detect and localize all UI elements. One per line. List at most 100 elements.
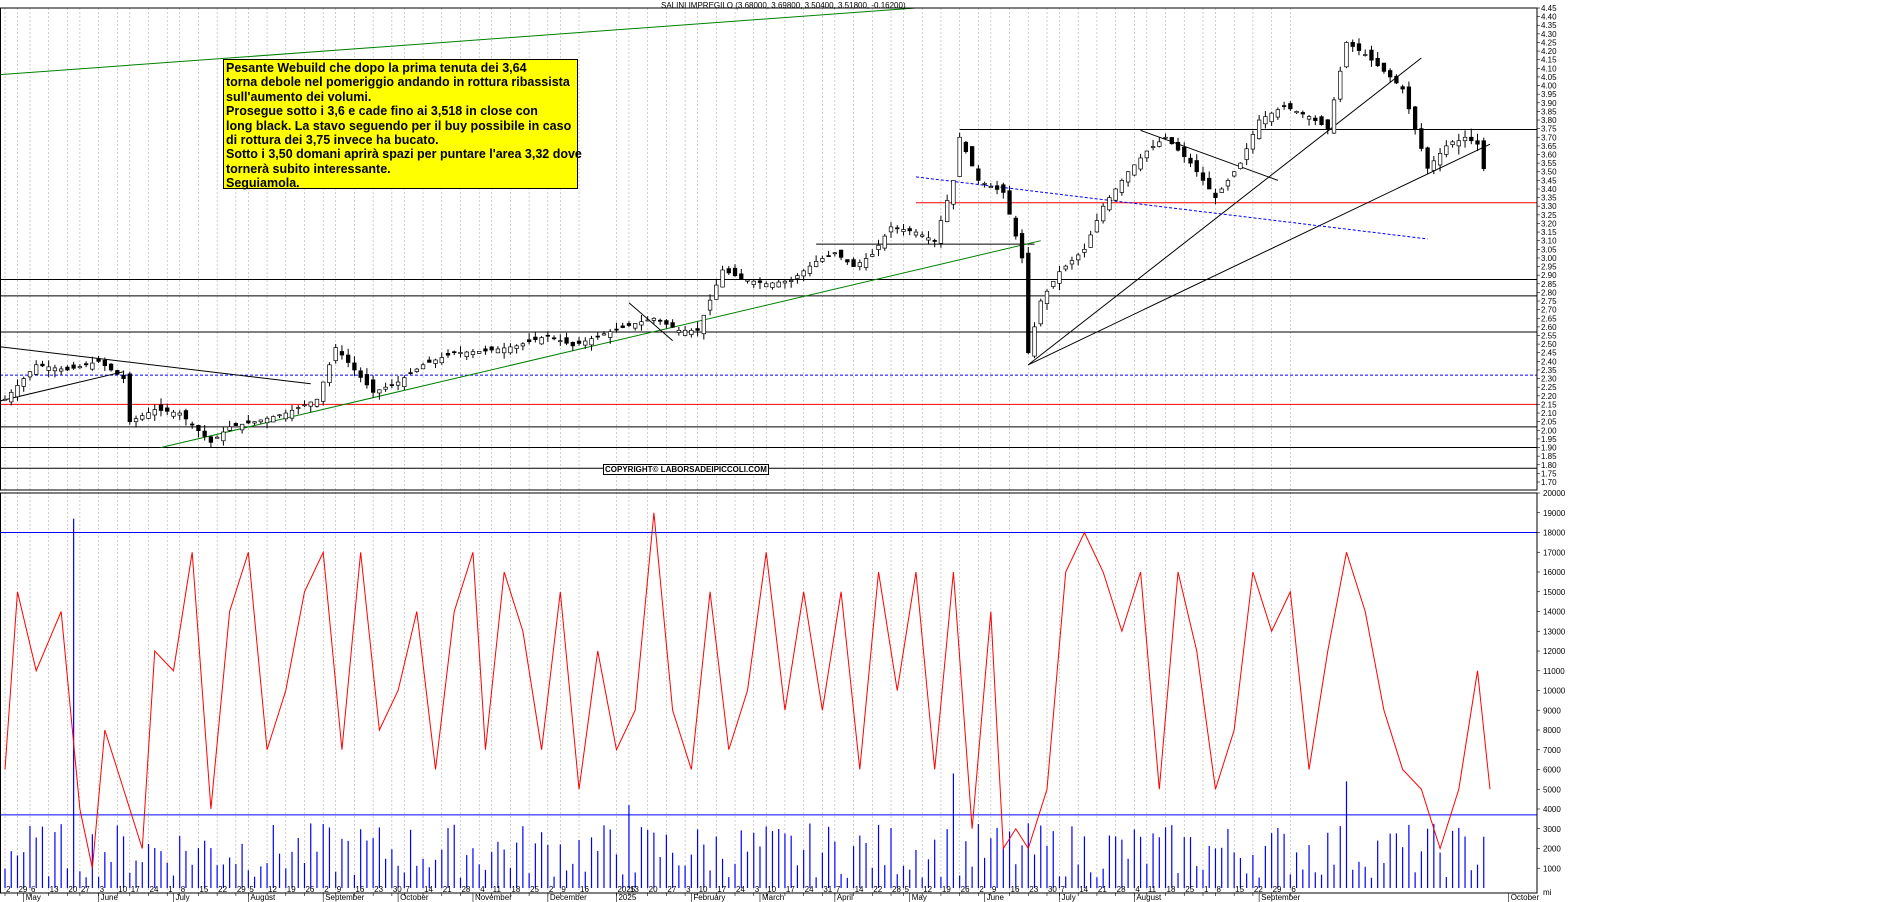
candle-body — [1325, 119, 1330, 130]
candle-body — [520, 343, 526, 347]
candle-body — [389, 384, 394, 386]
day-tick-label: 30 — [1048, 885, 1057, 894]
price-tick-label: 2.75 — [1541, 297, 1557, 306]
month-tick-label: August — [250, 893, 276, 902]
candle-body — [1350, 42, 1355, 47]
volume-tick-label: 18000 — [1543, 529, 1566, 538]
candle-body — [514, 345, 519, 349]
day-tick-label: 2025 — [617, 885, 635, 894]
candle-body — [296, 407, 301, 409]
price-tick-label: 4.25 — [1541, 38, 1557, 47]
candle-body — [951, 180, 956, 205]
month-tick-label: April — [837, 893, 853, 902]
day-tick-label: 11 — [493, 885, 502, 894]
candle-body — [1150, 146, 1156, 148]
candle-body — [1363, 54, 1368, 56]
note-line: Seguiamola. — [226, 176, 300, 191]
candle-body — [1313, 117, 1318, 121]
candle-body — [926, 237, 931, 241]
month-tick-label: July — [1061, 893, 1075, 902]
day-tick-label: 22 — [218, 885, 227, 894]
candle-body — [826, 255, 831, 257]
price-tick-label: 2.45 — [1541, 349, 1557, 358]
price-tick-label: 1.85 — [1541, 452, 1557, 461]
candle-body — [558, 340, 563, 343]
day-tick-label: 28 — [461, 885, 470, 894]
price-tick-label: 4.30 — [1541, 30, 1557, 39]
candle-body — [1019, 233, 1025, 259]
day-tick-label: 10 — [767, 885, 776, 894]
month-tick-label: September — [325, 893, 364, 902]
candle-body — [1026, 252, 1031, 354]
candle-body — [732, 267, 738, 277]
candle-body — [1101, 205, 1106, 222]
volume-tick-label: 1000 — [1543, 864, 1561, 873]
price-tick-label: 2.90 — [1541, 271, 1557, 280]
candle-body — [888, 226, 894, 233]
candle-body — [208, 436, 214, 443]
candle-body — [639, 321, 644, 326]
price-tick-label: 3.45 — [1541, 176, 1557, 185]
candle-body — [46, 366, 51, 371]
day-tick-label: 2 — [979, 885, 984, 894]
candle-body — [676, 329, 682, 333]
candle-body — [508, 346, 513, 354]
candle-body — [495, 348, 501, 354]
candle-body — [214, 436, 220, 439]
candle-body — [1051, 281, 1056, 287]
day-tick-label: 17 — [717, 885, 726, 894]
candle-body — [96, 358, 101, 362]
day-tick-label: 4 — [1135, 885, 1140, 894]
candle-body — [901, 229, 906, 232]
price-tick-label: 1.90 — [1541, 444, 1557, 453]
candle-body — [1069, 260, 1075, 265]
panel-frames — [0, 7, 1538, 894]
candle-body — [1001, 184, 1006, 193]
month-tick-label: May — [912, 893, 927, 902]
day-tick-label: 16 — [355, 885, 364, 894]
candle-body — [745, 279, 750, 282]
volume-panel-frame — [0, 492, 1538, 894]
candle-body — [34, 364, 39, 375]
price-tick-label: 3.10 — [1541, 237, 1557, 246]
price-tick-label: 3.05 — [1541, 245, 1557, 254]
candle-body — [633, 323, 638, 329]
day-tick-label: 17 — [131, 885, 140, 894]
day-tick-label: 17 — [786, 885, 795, 894]
candle-body — [1207, 177, 1212, 190]
candle-body — [183, 410, 189, 420]
day-tick-label: 6 — [1291, 885, 1296, 894]
day-tick-label: 3 — [686, 885, 691, 894]
day-tick-label: 9 — [992, 885, 997, 894]
candle-body — [882, 235, 887, 249]
candle-body — [83, 363, 89, 366]
candle-body — [190, 423, 195, 426]
candle-body — [233, 423, 239, 426]
price-tick-label: 2.85 — [1541, 280, 1557, 289]
candle-body — [1306, 116, 1312, 120]
candle-body — [1076, 254, 1081, 261]
candle-body — [1481, 140, 1486, 169]
volume-tick-label: 13000 — [1543, 627, 1566, 636]
candle-body — [464, 351, 469, 358]
price-tick-label: 3.15 — [1541, 228, 1557, 237]
day-tick-label: 19 — [942, 885, 951, 894]
candle-body — [682, 329, 688, 336]
day-tick-label: 25 — [1185, 885, 1194, 894]
price-tick-label: 2.25 — [1541, 383, 1557, 392]
candle-body — [807, 265, 813, 274]
vertical-gridlines — [4, 8, 1291, 893]
note-line: Prosegue sotto i 3,6 e cade fino ai 3,51… — [226, 104, 538, 119]
horizontal-levels — [0, 129, 1537, 469]
price-tick-label: 2.00 — [1541, 426, 1557, 435]
note-line: tornerà subito interessante. — [226, 161, 391, 176]
price-tick-label: 3.00 — [1541, 254, 1557, 263]
price-tick-label: 2.80 — [1541, 288, 1557, 297]
candle-body — [689, 329, 694, 335]
candle-body — [1013, 217, 1018, 237]
candle-body — [695, 328, 700, 331]
candle-body — [1469, 136, 1474, 142]
day-tick-label: 18 — [511, 885, 520, 894]
candle-body — [651, 317, 657, 321]
candle-body — [146, 412, 151, 419]
